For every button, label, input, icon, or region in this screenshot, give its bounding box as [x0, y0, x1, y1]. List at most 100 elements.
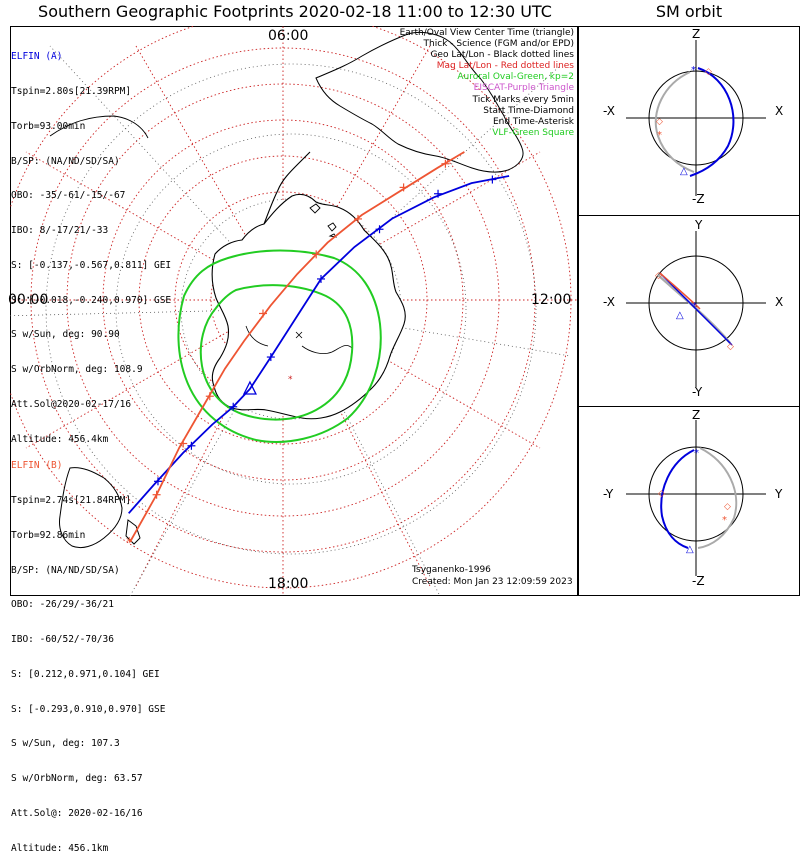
elfin-b-track [129, 151, 465, 543]
created-timestamp: Created: Mon Jan 23 12:09:59 2023 [412, 576, 573, 587]
elfin-a-line: B/SP: (NA/ND/SD/SA) [11, 155, 120, 167]
elfin-b-line: Altitude: 456.1km [11, 842, 109, 854]
orbit-tick-mark [259, 309, 267, 318]
svg-text:*: * [657, 130, 662, 141]
orbit-tick-mark [187, 441, 196, 450]
elfin-a-tick-marks [153, 175, 497, 486]
map-title: Southern Geographic Footprints 2020-02-1… [38, 2, 552, 21]
legend-entry: Geo Lat/Lon - Black dotted lines [430, 50, 574, 61]
antarctic-peninsula [263, 151, 311, 225]
orbit-tick-mark [266, 353, 275, 362]
sm3-label-left: -Y [603, 487, 614, 501]
sm3-label-bottom: -Z [692, 574, 705, 588]
legend-entry: Earth/Oval View Center Time (triangle) [399, 28, 574, 38]
auroral-oval-outer [177, 249, 382, 443]
sm3-label-right: Y [775, 487, 783, 501]
svg-text:◇: ◇ [656, 117, 663, 127]
view-center-triangle [242, 380, 257, 395]
legend-entry: Thick - Science (FGM and/or EPD) [423, 39, 574, 50]
sm2-label-left: -X [603, 295, 615, 309]
africa-edge [49, 115, 149, 139]
legend-entry: Tick Marks every 5min [472, 94, 574, 105]
elfin-b-line: OBO: -26/29/-36/21 [11, 599, 114, 611]
australia-outline [59, 467, 123, 549]
elfin-b-line: Att.Sol@: 2020-02-16/16 [11, 808, 143, 819]
elfin-b-tick-marks: * [126, 159, 450, 551]
svg-text:△: △ [680, 166, 688, 177]
legend-entry: End Time-Asterisk [492, 116, 574, 127]
mlt-label-top: 06:00 [268, 28, 309, 44]
auroral-oval-inner [199, 284, 354, 421]
svg-text:△: △ [676, 310, 684, 321]
svg-text:◇: ◇ [724, 502, 731, 512]
svg-text:*: * [691, 65, 696, 76]
elfin-a-line: Altitude: 456.4km [11, 433, 109, 445]
svg-text:◇: ◇ [658, 489, 665, 499]
orbit-tick-mark [375, 225, 384, 234]
orbit-tick-mark [179, 439, 188, 448]
sm-panel-xz: * ◇ ◇ * △ [626, 40, 766, 196]
elfin-b-line: Tspin=2.74s[21.84RPM] [11, 494, 132, 506]
elfin-a-line: Torb=93.00min [11, 120, 86, 132]
elfin-a-line: OBO: -35/-61/-15/-67 [11, 190, 126, 202]
orbit-tick-mark [312, 250, 321, 259]
orbit-tick-mark [441, 159, 450, 168]
legend-entry: EISCAT-Purple Triangle [473, 83, 574, 94]
mlt-label-right: 12:00 [531, 292, 572, 308]
legend-entry: VLF-Green Square [492, 127, 574, 138]
orbit-tick-mark [229, 402, 238, 411]
map-frame [10, 26, 578, 596]
orbit-tick-mark [434, 189, 443, 198]
legend-entry: Start Time-Diamond [483, 105, 574, 116]
orbit-tick-mark [317, 274, 325, 283]
elfin-b-info: ELFIN (B) Tspin=2.74s[21.84RPM] Torb=92.… [11, 437, 165, 866]
mlt-label-left: 00:00 [8, 292, 49, 308]
elfin-b-line: IBO: -60/52/-70/36 [11, 634, 114, 646]
sm-panel-yz: * ◇ ◇ * △ [626, 420, 766, 576]
elfin-b-line: S w/Sun, deg: 107.3 [11, 738, 120, 750]
sm1-label-right: X [775, 104, 784, 118]
coast-detail [245, 325, 269, 347]
elfin-b-line: S: [-0.293,0.910,0.970] GSE [11, 703, 166, 715]
elfin-a-line: Tspin=2.80s[21.39RPM] [11, 85, 132, 97]
elfin-b-line: S: [0.212,0.971,0.104] GEI [11, 668, 160, 680]
orbit-tick-mark [205, 392, 214, 401]
sm-panel-xy: ◇ ◇ * △ [626, 231, 766, 387]
orbit-tick-mark [488, 175, 497, 184]
sm1-label-bottom: -Z [692, 192, 705, 206]
coast-detail [301, 345, 353, 354]
elfin-a-line: S w/OrbNorm, deg: 108.9 [11, 364, 143, 376]
tasmania-outline [125, 519, 141, 545]
svg-text:◇: ◇ [727, 342, 734, 352]
mag-pole-label: * [288, 375, 293, 385]
end-time-asterisk: * [126, 536, 133, 551]
elfin-b-line: B/SP: (NA/ND/SD/SA) [11, 564, 120, 576]
sm1-label-left: -X [603, 104, 615, 118]
sm3-label-top: Z [692, 408, 701, 422]
svg-text:△: △ [686, 544, 694, 555]
svg-text:◇: ◇ [705, 67, 712, 77]
sm2-label-bottom: -Y [692, 385, 703, 399]
legend-entry: Auroral Oval-Green, kp=2 [457, 72, 574, 83]
orbit-tick-mark [152, 490, 161, 499]
elfin-a-line: Att.Sol@2020-02-17/16 [11, 399, 132, 410]
south-america-outline [315, 31, 524, 173]
polar-map: * * [10, 26, 578, 596]
sm2-label-top: Y [695, 218, 703, 232]
footer: Tsyganenko-1996 Created: Mon Jan 23 12:0… [412, 565, 573, 588]
elfin-a-name: ELFIN (A) [11, 51, 63, 63]
sm-orbit-title: SM orbit [655, 2, 723, 21]
svg-text:◇: ◇ [655, 271, 662, 281]
elfin-a-line: IBO: 8/-17/21/-33 [11, 225, 109, 237]
legend-entry: Mag Lat/Lon - Red dotted lines [436, 61, 574, 72]
elfin-a-line: S: [-0.137,-0.567,0.811] GEI [11, 259, 172, 271]
svg-text:*: * [692, 301, 697, 312]
mlt-label-bottom: 18:00 [268, 576, 309, 592]
orbit-tick-mark [399, 183, 408, 192]
svg-text:*: * [694, 448, 699, 459]
elfin-b-line: S w/OrbNorm, deg: 63.57 [11, 773, 143, 785]
elfin-a-line: S: [-0.018,-0.240,0.970] GSE [11, 294, 172, 306]
elfin-b-name: ELFIN (B) [11, 460, 63, 472]
model-credit: Tsyganenko-1996 [412, 565, 491, 575]
sm1-label-top: Z [692, 27, 701, 41]
